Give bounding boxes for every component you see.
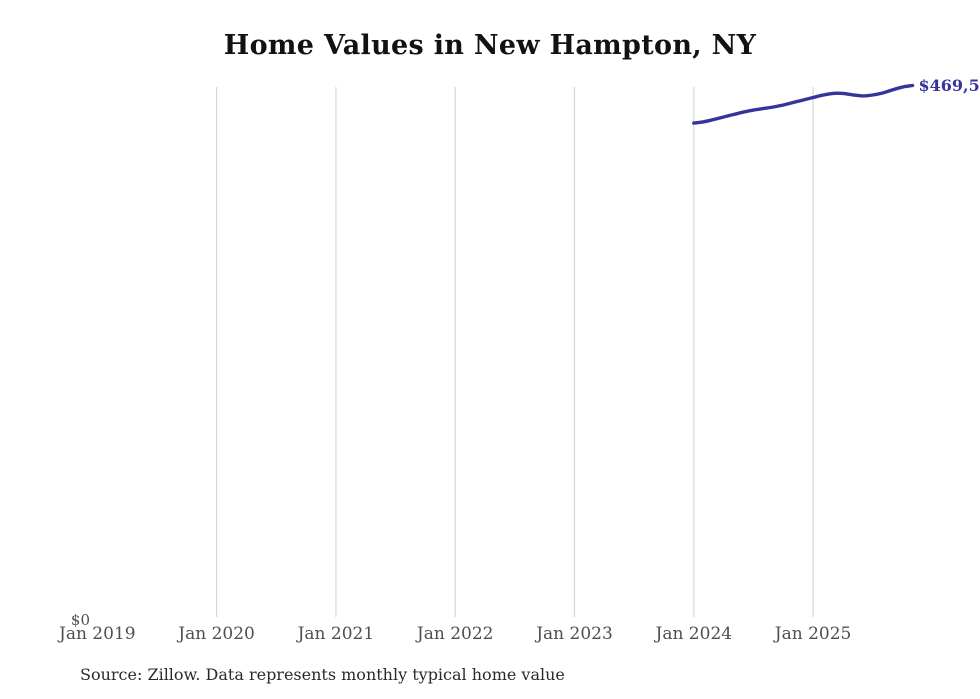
x-tick-label: Jan 2019: [59, 624, 136, 644]
x-tick-label: Jan 2021: [297, 624, 375, 644]
x-tick-label: Jan 2025: [774, 624, 852, 644]
x-tick-label: Jan 2024: [655, 624, 733, 644]
source-note: Source: Zillow. Data represents monthly …: [80, 665, 565, 684]
x-tick-label: Jan 2023: [536, 624, 613, 644]
vertical-gridlines: [216, 87, 814, 617]
x-tick-label: Jan 2020: [178, 624, 255, 644]
y-axis-zero-label: $0: [70, 611, 90, 629]
chart-title: Home Values in New Hampton, NY: [223, 30, 757, 61]
x-tick-label: Jan 2022: [416, 624, 494, 644]
latest-value-label: $469,500: [918, 75, 980, 95]
home-value-line: [692, 83, 915, 125]
